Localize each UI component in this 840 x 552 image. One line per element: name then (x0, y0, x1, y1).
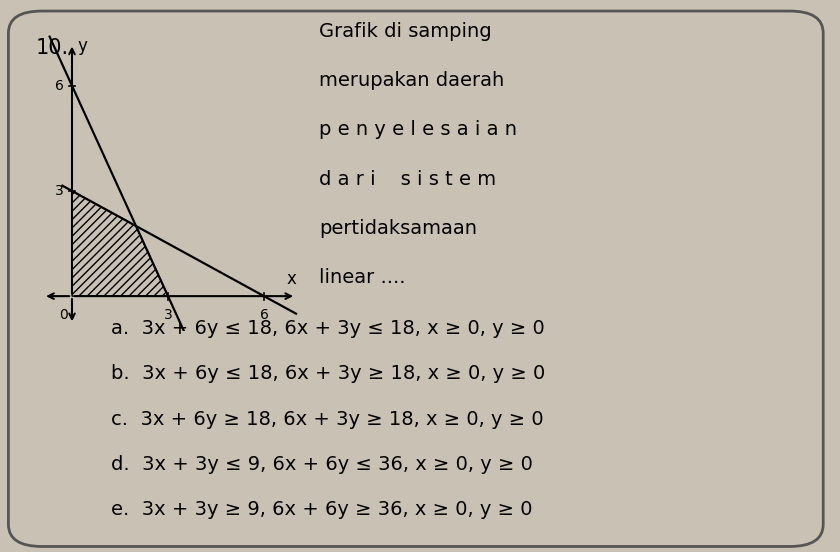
Text: 3: 3 (55, 184, 64, 198)
Text: 3: 3 (164, 309, 172, 322)
Text: 6: 6 (55, 79, 64, 93)
Text: x: x (286, 270, 297, 288)
Text: c.  3x + 6y ≥ 18, 6x + 3y ≥ 18, x ≥ 0, y ≥ 0: c. 3x + 6y ≥ 18, 6x + 3y ≥ 18, x ≥ 0, y … (111, 410, 543, 429)
Text: merupakan daerah: merupakan daerah (319, 71, 505, 91)
Text: 0: 0 (60, 309, 68, 322)
Text: linear ....: linear .... (319, 268, 406, 287)
Text: pertidaksamaan: pertidaksamaan (319, 219, 477, 238)
Text: b.  3x + 6y ≤ 18, 6x + 3y ≥ 18, x ≥ 0, y ≥ 0: b. 3x + 6y ≤ 18, 6x + 3y ≥ 18, x ≥ 0, y … (111, 364, 545, 384)
Text: 6: 6 (260, 309, 269, 322)
Text: 10.: 10. (35, 38, 68, 58)
Text: e.  3x + 3y ≥ 9, 6x + 6y ≥ 36, x ≥ 0, y ≥ 0: e. 3x + 3y ≥ 9, 6x + 6y ≥ 36, x ≥ 0, y ≥… (111, 500, 533, 519)
Text: d.  3x + 3y ≤ 9, 6x + 6y ≤ 36, x ≥ 0, y ≥ 0: d. 3x + 3y ≤ 9, 6x + 6y ≤ 36, x ≥ 0, y ≥… (111, 455, 533, 474)
Text: a.  3x + 6y ≤ 18, 6x + 3y ≤ 18, x ≥ 0, y ≥ 0: a. 3x + 6y ≤ 18, 6x + 3y ≤ 18, x ≥ 0, y … (111, 319, 544, 338)
Text: y: y (78, 36, 87, 55)
Text: Grafik di samping: Grafik di samping (319, 22, 492, 41)
Text: d a r i    s i s t e m: d a r i s i s t e m (319, 169, 496, 189)
Text: p e n y e l e s a i a n: p e n y e l e s a i a n (319, 120, 517, 140)
